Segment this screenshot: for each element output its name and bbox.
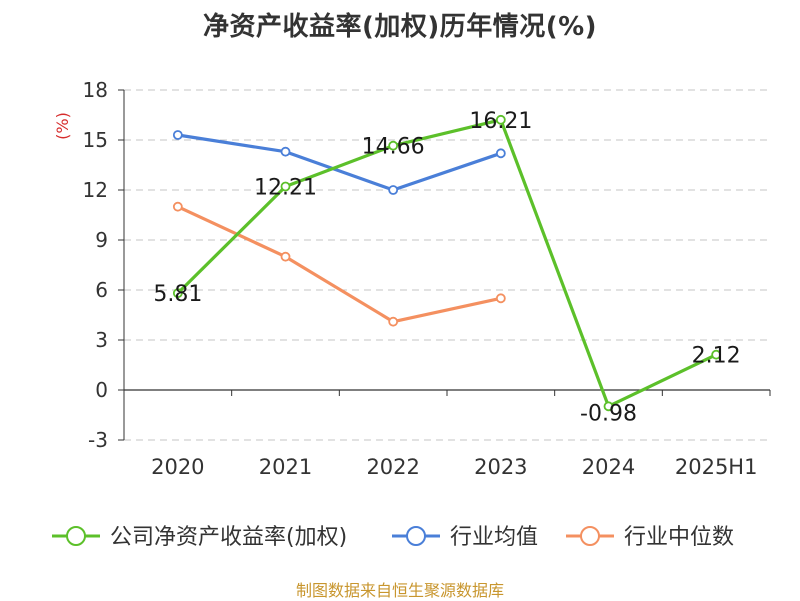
data-point[interactable]: [388, 316, 399, 327]
y-tick-label: 9: [95, 228, 108, 252]
legend-label: 行业均值: [450, 525, 538, 550]
data-label: 16.21: [469, 109, 532, 134]
data-label-layer: 5.81 12.21 14.66 16.21 -0.98 2.12: [153, 109, 740, 427]
data-label: 12.21: [254, 176, 317, 201]
legend-item[interactable]: 行业中位数: [566, 525, 734, 550]
data-point[interactable]: [280, 251, 291, 262]
data-point[interactable]: [495, 114, 506, 125]
x-tick-label: 2024: [582, 455, 635, 479]
series-layer: [172, 114, 722, 412]
legend-item[interactable]: 公司净资产收益率(加权): [52, 525, 347, 550]
series-line: [176, 133, 503, 192]
chart-title: 净资产收益率(加权)历年情况(%): [202, 12, 598, 42]
x-tick-label: 2021: [259, 455, 312, 479]
y-tick-label: 15: [83, 128, 108, 152]
data-point[interactable]: [495, 293, 506, 304]
legend-item[interactable]: 行业均值: [392, 525, 538, 550]
x-tick-label: 2025H1: [675, 455, 758, 479]
data-point[interactable]: [172, 130, 183, 140]
y-tick-label: 6: [95, 278, 108, 302]
series-line: [176, 118, 718, 408]
series-line: [176, 205, 503, 324]
data-label: 2.12: [692, 344, 741, 369]
data-point[interactable]: [603, 401, 614, 412]
data-point[interactable]: [280, 181, 291, 192]
y-tick-label: -3: [88, 428, 108, 452]
data-point[interactable]: [172, 288, 183, 299]
data-label: -0.98: [580, 401, 637, 426]
data-label: 5.81: [153, 282, 202, 307]
data-point[interactable]: [495, 148, 506, 159]
axis-layer: 18 15 12 9 6 3 0 -3 (%) 2020 2021 2022 2023 2024 2025H…: [53, 78, 771, 479]
legend-label: 公司净资产收益率(加权): [110, 525, 347, 550]
data-point[interactable]: [280, 146, 291, 157]
y-tick-label: 12: [83, 178, 108, 202]
legend[interactable]: 公司净资产收益率(加权) 行业均值 行业中位数: [52, 525, 734, 550]
x-tick-label: 2020: [151, 455, 204, 479]
legend-marker: [406, 526, 426, 546]
legend-marker: [66, 526, 86, 546]
y-axis-label: (%): [53, 112, 72, 140]
data-label: 14.66: [362, 135, 425, 160]
data-point[interactable]: [388, 140, 399, 151]
legend-marker: [580, 526, 600, 546]
x-tick-label: 2023: [474, 455, 527, 479]
legend-label: 行业中位数: [624, 525, 734, 550]
chart-source: 制图数据来自恒生聚源数据库: [295, 581, 504, 600]
data-point[interactable]: [172, 201, 183, 212]
y-tick-label: 18: [83, 78, 108, 102]
y-tick-label: 3: [95, 328, 108, 352]
y-tick-label: 0: [95, 378, 108, 402]
data-point[interactable]: [388, 185, 399, 195]
data-point[interactable]: [711, 349, 722, 360]
x-tick-label: 2022: [366, 455, 419, 479]
